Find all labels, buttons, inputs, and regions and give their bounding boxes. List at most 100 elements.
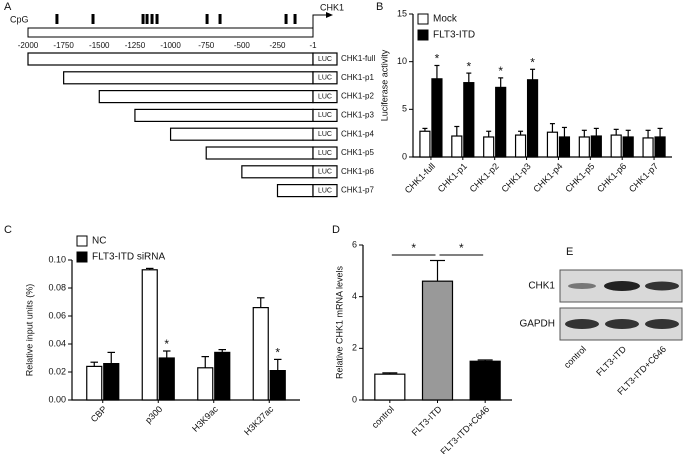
bar: [469, 360, 501, 401]
y-tick-label: 6: [352, 239, 357, 249]
tick-label: -1500: [89, 41, 110, 50]
x-tick-label: H3K27ac: [242, 404, 276, 438]
x-tick-label: control: [370, 404, 396, 430]
panel-label: C: [4, 224, 12, 236]
bar: [526, 79, 539, 158]
cpg-site: [218, 14, 222, 24]
bar: [463, 82, 475, 158]
y-tick-label: 2: [352, 343, 357, 353]
gene-label: CHK1: [320, 2, 344, 12]
legend-label: FLT3-ITD: [433, 30, 475, 41]
y-tick-label: 4: [352, 291, 357, 301]
luc-label: LUC: [318, 187, 332, 194]
bar: [158, 357, 175, 401]
legend-label: Mock: [433, 14, 458, 25]
bar: [252, 307, 269, 401]
construct: [205, 146, 314, 160]
bar: [483, 136, 495, 158]
bar: [197, 367, 214, 401]
luc-label: LUC: [318, 169, 332, 176]
tss-arrow: [312, 14, 326, 28]
cpg-site: [155, 14, 159, 24]
y-axis-label: Relative CHK1 mRNA levels: [334, 265, 344, 379]
y-tick-label: 0.10: [48, 254, 66, 264]
tick-label: -500: [234, 41, 251, 50]
luc-box: [312, 71, 338, 85]
bar: [419, 130, 431, 158]
bar: [421, 280, 454, 401]
arrow-head: [326, 12, 333, 18]
luc-box: [312, 52, 338, 66]
y-tick-label: 0.08: [48, 282, 66, 292]
x-tick-label: CHK1-p4: [531, 161, 564, 194]
bar: [654, 136, 666, 158]
bar: [431, 78, 443, 158]
bar: [86, 365, 103, 401]
legend-swatch: [76, 251, 88, 263]
luc-box: [312, 89, 338, 104]
luc-box: [312, 108, 338, 123]
protein-label: CHK1: [528, 281, 555, 292]
panel-label: A: [4, 1, 12, 13]
bar: [269, 370, 286, 401]
x-tick-label: FLT3-ITD+C646: [439, 404, 492, 454]
band: [568, 283, 596, 289]
panel-label: D: [332, 224, 340, 236]
luc-label: LUC: [318, 131, 332, 138]
x-tick-label: CBP: [89, 404, 109, 424]
bar: [578, 136, 590, 158]
x-tick-label: CHK1-p5: [563, 161, 596, 194]
protein-label: GAPDH: [519, 319, 555, 330]
band: [645, 281, 679, 291]
y-axis-label: Luciferase activity: [379, 49, 389, 121]
y-tick-label: 0.00: [48, 394, 66, 404]
y-tick-label: 5: [402, 104, 407, 114]
x-tick-label: H3K9ac: [190, 404, 220, 434]
cpg-site: [91, 14, 95, 24]
band: [604, 281, 640, 291]
bar: [558, 136, 571, 158]
x-tick-label: CHK1-p6: [595, 161, 628, 194]
legend-swatch: [76, 235, 88, 247]
luc-box: [312, 127, 338, 141]
significance-marker: *: [498, 64, 503, 78]
x-tick-label: CHK1-p3: [499, 161, 532, 194]
x-tick-label: CHK1-full: [403, 161, 437, 195]
luc-box: [312, 165, 338, 179]
bar: [374, 373, 406, 401]
tick-label: -1250: [125, 41, 146, 50]
construct: [276, 184, 314, 198]
legend-swatch: [417, 29, 429, 41]
y-tick-label: 15: [397, 8, 407, 18]
tick-label: -750: [198, 41, 215, 50]
construct: [27, 52, 314, 66]
luc-box: [312, 184, 338, 198]
bar: [514, 134, 527, 158]
panel-label: B: [376, 1, 383, 13]
luc-box: [312, 146, 338, 160]
luc-label: LUC: [318, 150, 332, 157]
panel-label: E: [566, 246, 573, 258]
x-tick-label: p300: [143, 404, 164, 425]
construct-name: CHK1-p7: [341, 186, 374, 195]
bar: [642, 137, 654, 158]
tick-label: -2000: [18, 41, 39, 50]
luc-label: LUC: [318, 75, 332, 82]
significance-marker: *: [435, 52, 440, 66]
cpg-site: [55, 14, 59, 24]
cpg-site: [293, 14, 297, 24]
tick-label: -1750: [53, 41, 74, 50]
significance-marker: *: [459, 241, 464, 255]
bar: [622, 136, 634, 158]
significance-marker: *: [164, 337, 169, 351]
lane-label: control: [562, 344, 588, 370]
x-tick-label: CHK1-p1: [436, 161, 469, 194]
x-tick-label: CHK1-p7: [627, 161, 660, 194]
tick-label: -1: [309, 41, 317, 50]
cpg-label: CpG: [10, 14, 29, 24]
y-tick-label: 0: [352, 394, 357, 404]
construct: [134, 108, 314, 123]
significance-marker: *: [411, 241, 416, 255]
cpg-site: [145, 14, 149, 24]
